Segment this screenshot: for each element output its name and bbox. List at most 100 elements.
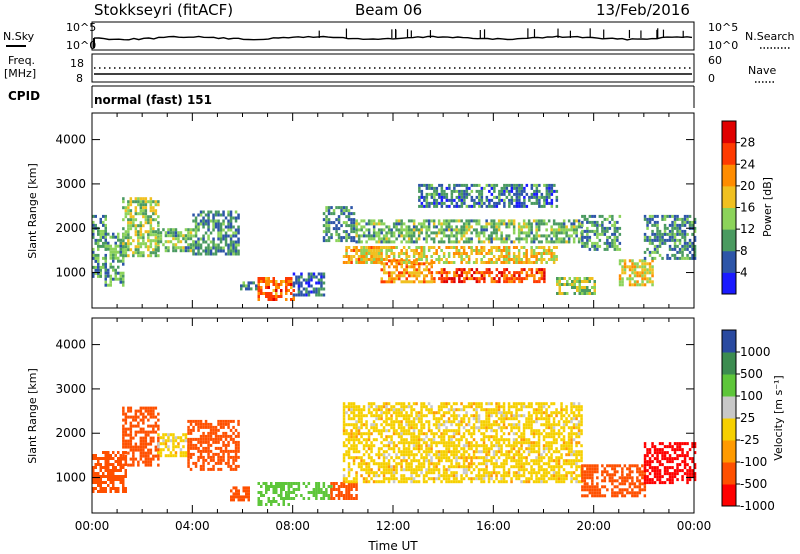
scatter-cell — [460, 228, 463, 232]
scatter-cell — [535, 192, 539, 196]
scatter-cell — [382, 438, 386, 442]
scatter-cell — [365, 222, 368, 226]
scatter-cell — [658, 238, 662, 242]
scatter-cell — [212, 437, 215, 441]
scatter-cell — [593, 283, 596, 286]
scatter-cell — [586, 280, 589, 283]
scatter-cell — [462, 405, 466, 409]
scatter-cell — [437, 456, 441, 460]
scatter-cell — [457, 231, 461, 235]
scatter-cell — [432, 225, 436, 229]
scatter-cell — [157, 231, 160, 235]
scatter-cell — [483, 201, 486, 205]
scatter-cell — [270, 295, 273, 298]
scatter-cell — [520, 402, 523, 406]
scatter-cell — [97, 271, 100, 275]
scatter-cell — [137, 251, 140, 255]
scatter-cell — [435, 444, 438, 448]
scatter-cell — [562, 240, 566, 244]
scatter-cell — [202, 461, 205, 465]
scatter-cell — [447, 456, 451, 460]
scatter-cell — [242, 281, 245, 285]
scatter-cell — [317, 272, 321, 276]
scatter-cell — [432, 468, 436, 472]
scatter-cell — [467, 465, 471, 469]
scatter-cell — [555, 189, 559, 193]
scatter-cell — [124, 421, 128, 425]
scatter-cell — [500, 237, 503, 241]
scatter-cell — [482, 477, 486, 481]
scatter-cell — [646, 220, 649, 224]
scatter-cell — [495, 450, 498, 454]
scatter-cell — [487, 249, 491, 252]
scatter-cell — [452, 474, 456, 478]
scatter-cell — [412, 426, 416, 430]
scatter-cell — [440, 402, 443, 406]
scatter-cell — [305, 293, 308, 297]
scatter-cell — [452, 228, 456, 232]
scatter-cell — [407, 246, 411, 249]
scatter-cell — [455, 268, 459, 272]
scatter-cell — [182, 249, 185, 253]
scatter-cell — [275, 491, 278, 494]
scatter-cell — [500, 435, 503, 439]
scatter-cell — [142, 454, 145, 458]
scatter-cell — [202, 446, 205, 450]
noise-left-tick-top: 10^5 — [66, 21, 96, 34]
scatter-cell — [661, 232, 664, 236]
scatter-cell — [495, 459, 498, 463]
scatter-cell — [172, 249, 175, 253]
scatter-cell — [407, 405, 411, 409]
scatter-cell — [342, 426, 346, 430]
scatter-cell — [633, 265, 637, 269]
scatter-cell — [528, 268, 531, 272]
scatter-cell — [490, 231, 493, 235]
scatter-cell — [465, 271, 469, 275]
scatter-cell — [518, 274, 521, 278]
scatter-cell — [477, 429, 481, 433]
scatter-cell — [167, 249, 170, 253]
scatter-cell — [430, 477, 433, 481]
scatter-cell — [320, 491, 323, 494]
scatter-cell — [385, 471, 388, 475]
scatter-cell — [345, 444, 348, 448]
scatter-cell — [99, 478, 102, 481]
scatter-cell — [636, 271, 639, 275]
scatter-cell — [437, 459, 441, 463]
scatter-cell — [418, 186, 421, 190]
scatter-cell — [119, 478, 122, 481]
scatter-cell — [347, 482, 351, 485]
scatter-cell — [337, 215, 341, 219]
scatter-cell — [566, 292, 569, 295]
scatter-cell — [124, 412, 128, 416]
scatter-cell — [345, 491, 348, 494]
scatter-cell — [187, 425, 190, 429]
scatter-cell — [365, 450, 368, 454]
scatter-cell — [92, 232, 95, 236]
scatter-cell — [507, 222, 511, 226]
scatter-cell — [495, 261, 498, 264]
scatter-cell — [240, 287, 243, 291]
scatter-cell — [367, 465, 371, 469]
scatter-cell — [488, 198, 491, 202]
scatter-cell — [154, 230, 158, 234]
scatter-cell — [440, 222, 443, 226]
scatter-cell — [395, 468, 398, 472]
scatter-cell — [520, 435, 523, 439]
scatter-cell — [237, 498, 240, 502]
scatter-cell — [300, 293, 303, 297]
scatter-cell — [355, 228, 358, 232]
scatter-cell — [497, 438, 501, 442]
scatter-cell — [395, 456, 398, 460]
scatter-cell — [357, 234, 361, 238]
scatter-cell — [525, 462, 528, 466]
scatter-cell — [487, 423, 491, 427]
scatter-cell — [445, 280, 449, 284]
scatter-cell — [392, 246, 396, 249]
scatter-cell — [227, 222, 230, 226]
scatter-cell — [693, 253, 697, 257]
scatter-cell — [192, 419, 195, 423]
scatter-cell — [412, 420, 416, 424]
scatter-cell — [99, 469, 102, 472]
scatter-cell — [144, 415, 148, 419]
